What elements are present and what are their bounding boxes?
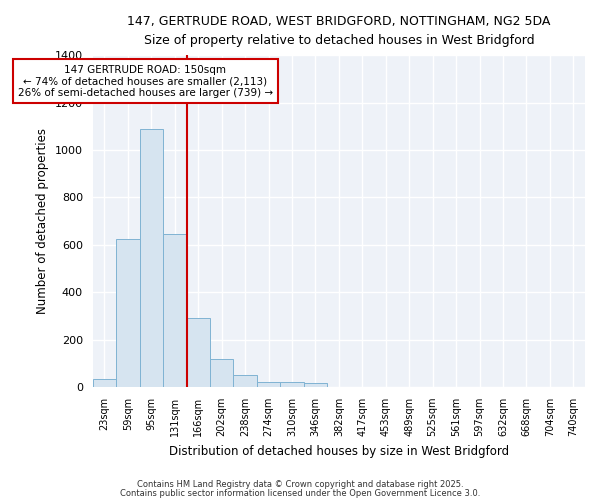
Bar bbox=[280, 382, 304, 387]
Text: Contains public sector information licensed under the Open Government Licence 3.: Contains public sector information licen… bbox=[120, 488, 480, 498]
Bar bbox=[187, 318, 210, 387]
Bar bbox=[233, 375, 257, 387]
Text: Contains HM Land Registry data © Crown copyright and database right 2025.: Contains HM Land Registry data © Crown c… bbox=[137, 480, 463, 489]
Text: 147 GERTRUDE ROAD: 150sqm
← 74% of detached houses are smaller (2,113)
26% of se: 147 GERTRUDE ROAD: 150sqm ← 74% of detac… bbox=[18, 64, 273, 98]
Bar bbox=[257, 382, 280, 387]
Bar bbox=[163, 234, 187, 387]
Title: 147, GERTRUDE ROAD, WEST BRIDGFORD, NOTTINGHAM, NG2 5DA
Size of property relativ: 147, GERTRUDE ROAD, WEST BRIDGFORD, NOTT… bbox=[127, 15, 551, 47]
Bar bbox=[210, 358, 233, 387]
Bar bbox=[140, 128, 163, 387]
Bar bbox=[304, 384, 327, 387]
Bar bbox=[116, 239, 140, 387]
Y-axis label: Number of detached properties: Number of detached properties bbox=[37, 128, 49, 314]
X-axis label: Distribution of detached houses by size in West Bridgford: Distribution of detached houses by size … bbox=[169, 444, 509, 458]
Bar bbox=[93, 378, 116, 387]
